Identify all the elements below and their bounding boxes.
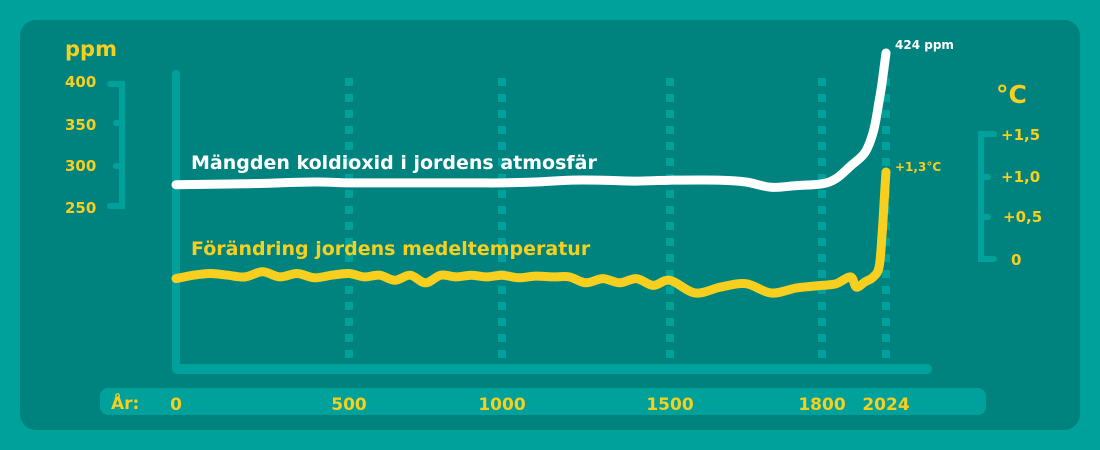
- temperature-end-label: +1,3°C: [895, 160, 941, 174]
- left-axis-bracket: [107, 81, 125, 209]
- x-tick-500: 500: [331, 395, 367, 415]
- right-tick-labels: +1,5 +1,0 +0,5 0: [1001, 126, 1042, 269]
- co2-end-label: 424 ppm: [895, 38, 954, 52]
- right-tick-1: +1,0: [1001, 168, 1040, 186]
- left-tick-350: 350: [65, 116, 96, 134]
- left-tick-400: 400: [65, 73, 96, 91]
- x-tick-2024: 2024: [862, 395, 909, 415]
- right-axis-bracket: [978, 131, 997, 262]
- right-axis-unit: °C: [996, 80, 1027, 109]
- x-axis-label: År:: [111, 391, 139, 414]
- left-axis-unit: ppm: [65, 37, 117, 61]
- x-tick-1800: 1800: [798, 395, 845, 415]
- x-tick-1500: 1500: [646, 395, 693, 415]
- right-tick-3: 0: [1011, 251, 1021, 269]
- left-tick-300: 300: [65, 157, 96, 175]
- right-tick-0: +1,5: [1001, 126, 1040, 144]
- x-tick-labels: 0 500 1000 1500 1800 2024: [170, 395, 910, 415]
- x-tick-0: 0: [170, 395, 182, 415]
- temperature-series-line: [171, 167, 891, 298]
- right-tick-2: +0,5: [1003, 208, 1042, 226]
- x-tick-1000: 1000: [478, 395, 525, 415]
- co2-series-label: Mängden koldioxid i jordens atmosfär: [191, 152, 597, 174]
- y-axis-line: [172, 70, 180, 372]
- co2-series-line: [171, 48, 891, 192]
- chart-panel: [20, 20, 1080, 430]
- left-tick-250: 250: [65, 199, 96, 217]
- x-axis-bar: [100, 388, 986, 415]
- left-tick-labels: 400 350 300 250: [65, 73, 96, 217]
- x-axis-line: [172, 364, 932, 374]
- temperature-series-label: Förändring jordens medeltemperatur: [191, 238, 591, 260]
